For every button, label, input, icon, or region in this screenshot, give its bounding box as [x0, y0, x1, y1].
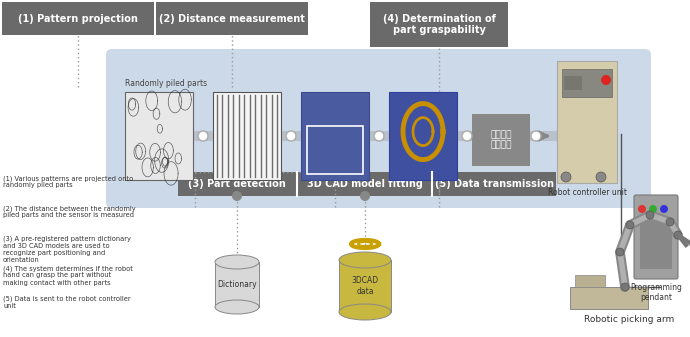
Text: (3) A pre-registered pattern dictionary
and 3D CAD models are used to
recognize : (3) A pre-registered pattern dictionary … [3, 235, 131, 263]
Circle shape [646, 211, 654, 219]
Circle shape [360, 191, 370, 201]
Text: (5) Data is sent to the robot controller
unit: (5) Data is sent to the robot controller… [3, 295, 130, 308]
FancyBboxPatch shape [298, 172, 431, 196]
Ellipse shape [215, 255, 259, 269]
FancyBboxPatch shape [564, 76, 582, 90]
FancyBboxPatch shape [557, 61, 617, 183]
FancyBboxPatch shape [575, 275, 605, 287]
FancyBboxPatch shape [106, 49, 651, 208]
FancyBboxPatch shape [301, 92, 369, 180]
Text: Dictionary: Dictionary [217, 280, 257, 289]
Text: (4) Determination of
part graspability: (4) Determination of part graspability [382, 14, 495, 35]
Text: (1) Various patterns are projected onto
randomly piled parts: (1) Various patterns are projected onto … [3, 175, 133, 188]
FancyBboxPatch shape [156, 2, 308, 35]
Text: Programming
pendant: Programming pendant [630, 283, 682, 302]
FancyBboxPatch shape [389, 92, 457, 180]
Circle shape [660, 205, 668, 213]
Text: 3DCAD
data: 3DCAD data [351, 276, 379, 296]
Circle shape [616, 248, 624, 256]
FancyBboxPatch shape [215, 262, 259, 307]
FancyBboxPatch shape [125, 92, 193, 180]
Text: Robot controller unit: Robot controller unit [547, 188, 627, 197]
Text: 3D CAD model fitting: 3D CAD model fitting [306, 179, 422, 189]
FancyBboxPatch shape [178, 172, 296, 196]
Ellipse shape [339, 252, 391, 268]
Circle shape [286, 131, 296, 141]
FancyBboxPatch shape [634, 195, 678, 279]
Circle shape [638, 205, 646, 213]
FancyBboxPatch shape [433, 172, 556, 196]
FancyBboxPatch shape [213, 92, 281, 180]
Text: (2) The distance between the randomly
piled parts and the sensor is measured: (2) The distance between the randomly pi… [3, 205, 136, 218]
Text: Robotic picking arm: Robotic picking arm [584, 315, 674, 324]
Circle shape [462, 131, 472, 141]
Circle shape [626, 221, 634, 229]
Text: (1) Pattern projection: (1) Pattern projection [18, 13, 138, 24]
Circle shape [666, 218, 674, 226]
FancyBboxPatch shape [640, 217, 672, 269]
Ellipse shape [339, 304, 391, 320]
Circle shape [649, 205, 657, 213]
FancyBboxPatch shape [570, 287, 648, 309]
FancyBboxPatch shape [370, 2, 508, 47]
Circle shape [198, 131, 208, 141]
Circle shape [374, 131, 384, 141]
Circle shape [596, 172, 606, 182]
Circle shape [232, 191, 242, 201]
FancyBboxPatch shape [562, 69, 612, 97]
FancyBboxPatch shape [339, 260, 391, 312]
Text: (2) Distance measurement: (2) Distance measurement [159, 13, 305, 24]
Circle shape [531, 131, 541, 141]
FancyBboxPatch shape [2, 2, 154, 35]
Circle shape [601, 75, 611, 85]
Text: (5) Data transmission: (5) Data transmission [435, 179, 554, 189]
FancyBboxPatch shape [130, 131, 560, 141]
Text: (3) Part detection: (3) Part detection [188, 179, 286, 189]
FancyArrowPatch shape [539, 132, 546, 140]
Ellipse shape [215, 300, 259, 314]
FancyBboxPatch shape [472, 114, 530, 166]
Circle shape [674, 231, 682, 239]
Text: Randomly piled parts: Randomly piled parts [125, 79, 207, 88]
Text: 位置姿勢
計測結果: 位置姿勢 計測結果 [491, 130, 512, 150]
Text: (4) The system determines if the robot
hand can grasp the part without
making co: (4) The system determines if the robot h… [3, 265, 133, 285]
Circle shape [561, 172, 571, 182]
Circle shape [621, 283, 629, 291]
